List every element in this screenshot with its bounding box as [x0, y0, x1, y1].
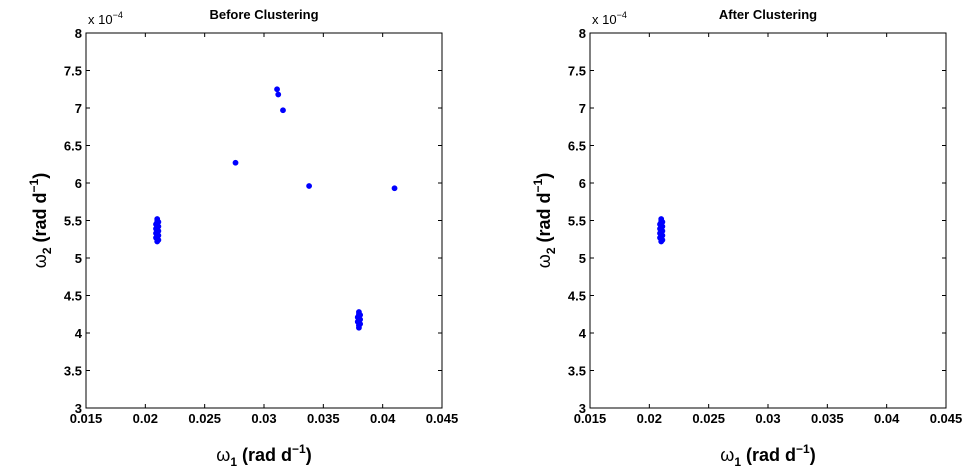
- y-tick-label: 6.5: [568, 139, 586, 154]
- y-tick-label: 7.5: [568, 64, 586, 79]
- chart-title: After Clustering: [719, 7, 817, 22]
- y-tick-label: 4.5: [64, 289, 82, 304]
- x-tick-label: 0.02: [133, 411, 158, 426]
- plot-area: [589, 32, 947, 409]
- data-point: [280, 107, 286, 114]
- x-tick-label: 0.015: [574, 411, 607, 426]
- y-tick-label: 4: [75, 326, 83, 341]
- y-tick-label: 6.5: [64, 139, 82, 154]
- y-axis-label: ω2 (rad d−1): [531, 173, 558, 268]
- data-point: [275, 91, 282, 98]
- y-tick-label: 7: [579, 101, 586, 116]
- data-point: [306, 183, 312, 189]
- x-tick-label: 0.045: [426, 411, 459, 426]
- chart-panel-2: 0.015 0.02 0.025 0.03 0.035 0.04 0.045 3 3.5 4 4.5…: [531, 7, 962, 469]
- y-tick-label: 8: [75, 26, 82, 41]
- y-tick-label: 7.5: [64, 64, 82, 79]
- y-tick-label: 3.5: [568, 364, 586, 379]
- y-tick-label: 7: [75, 101, 82, 116]
- chart-panel-1: 0.015 0.02 0.025 0.03 0.035 0.04 0.045 3 3.5 4 4.5…: [27, 7, 458, 469]
- y-tick-label: 6: [75, 176, 82, 191]
- x-tick-label: 0.03: [755, 411, 780, 426]
- y-tick-label: 8: [579, 26, 586, 41]
- y-tick-label: 5: [75, 251, 82, 266]
- y-tick-label: 3.5: [64, 364, 82, 379]
- data-point: [153, 221, 159, 228]
- y-axis-multiplier: x 10−4: [592, 10, 627, 27]
- y-tick-label: 3: [75, 401, 82, 416]
- data-point: [354, 314, 361, 321]
- x-tick-label: 0.025: [188, 411, 221, 426]
- x-tick-label: 0.045: [930, 411, 963, 426]
- data-point: [274, 86, 280, 93]
- x-tick-label: 0.035: [307, 411, 340, 426]
- y-axis-multiplier: x 10−4: [88, 10, 123, 27]
- y-tick-label: 4.5: [568, 289, 586, 304]
- x-tick-label: 0.025: [692, 411, 725, 426]
- y-tick-label: 3: [579, 401, 586, 416]
- x-tick-label: 0.015: [70, 411, 103, 426]
- y-tick-label: 4: [579, 326, 587, 341]
- x-axis-label: ω1 (rad d−1): [720, 442, 815, 469]
- x-tick-label: 0.035: [811, 411, 844, 426]
- plot-area: [85, 32, 443, 409]
- data-point: [391, 185, 398, 192]
- y-tick-label: 5: [579, 251, 586, 266]
- data-point: [657, 221, 663, 228]
- x-tick-label: 0.04: [370, 411, 396, 426]
- x-tick-label: 0.02: [637, 411, 662, 426]
- y-tick-label: 6: [579, 176, 586, 191]
- x-axis-label: ω1 (rad d−1): [216, 442, 311, 469]
- x-tick-label: 0.04: [874, 411, 900, 426]
- y-tick-label: 5.5: [568, 214, 586, 229]
- data-point: [232, 159, 239, 166]
- y-axis-label: ω2 (rad d−1): [27, 173, 54, 268]
- x-tick-label: 0.03: [251, 411, 276, 426]
- chart-title: Before Clustering: [209, 7, 318, 22]
- y-tick-label: 5.5: [64, 214, 82, 229]
